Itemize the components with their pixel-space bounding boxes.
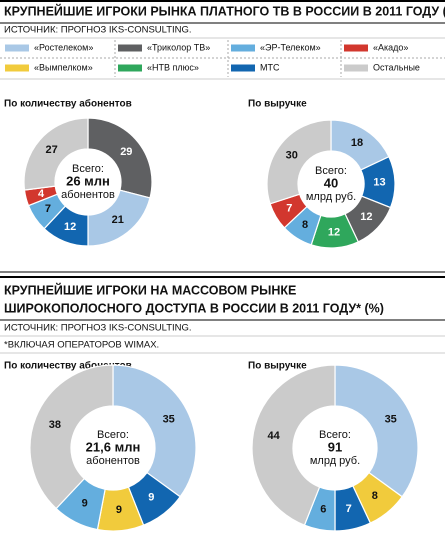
legend-label: Остальные: [373, 62, 420, 72]
section-title: КРУПНЕЙШИЕ ИГРОКИ РЫНКА ПЛАТНОГО ТВ В РО…: [4, 3, 445, 18]
value-label: 8: [302, 219, 308, 231]
center-unit: млрд руб.: [310, 455, 360, 467]
value-label: 35: [163, 414, 175, 426]
center-unit: абонентов: [86, 455, 140, 467]
section-title: КРУПНЕЙШИЕ ИГРОКИ НА МАССОВОМ РЫНКЕ: [4, 282, 296, 297]
center-total: 21,6 млн: [86, 439, 141, 454]
center-total: 40: [324, 175, 338, 190]
source: ИСТОЧНИК: ПРОГНОЗ IKS-CONSULTING.: [4, 25, 192, 36]
value-label: 30: [286, 149, 298, 161]
value-label: 7: [286, 203, 292, 215]
value-label: 12: [328, 226, 340, 238]
legend-label: «Акадо»: [373, 42, 408, 52]
slice: [23, 117, 89, 191]
value-label: 29: [120, 146, 132, 158]
legend-swatch: [118, 44, 142, 52]
slice: [266, 119, 332, 205]
value-label: 9: [116, 504, 122, 516]
value-label: 18: [351, 137, 363, 149]
chart-title: По выручке: [248, 99, 307, 110]
legend-label: «Триколор ТВ»: [147, 42, 210, 52]
source: ИСТОЧНИК: ПРОГНОЗ IKS-CONSULTING.: [4, 323, 192, 334]
value-label: 4: [38, 188, 45, 200]
legend-swatch: [5, 64, 29, 72]
value-label: 7: [45, 203, 51, 215]
center-unit: абонентов: [61, 189, 115, 201]
center-label: Всего:: [72, 163, 104, 175]
slice: [87, 117, 153, 199]
value-label: 9: [82, 498, 88, 510]
value-label: 12: [360, 211, 372, 223]
legend-label: МТС: [260, 62, 280, 72]
chart-title: По выручке: [248, 361, 307, 372]
legend-swatch: [344, 44, 368, 52]
legend-swatch: [231, 64, 255, 72]
legend-label: «НТВ плюс»: [147, 62, 199, 72]
center-unit: млрд руб.: [306, 191, 356, 203]
legend-label: «Вымпелком»: [34, 62, 93, 72]
center-label: Всего:: [315, 165, 347, 177]
value-label: 9: [148, 491, 154, 503]
note: *ВКЛЮЧАЯ ОПЕРАТОРОВ WIMAX.: [4, 340, 159, 351]
value-label: 7: [346, 503, 352, 515]
section-title: ШИРОКОПОЛОСНОГО ДОСТУПА В РОССИИ В 2011 …: [4, 301, 384, 315]
center-total: 91: [328, 439, 342, 454]
value-label: 12: [64, 221, 76, 233]
slice: [251, 364, 336, 526]
value-label: 27: [45, 144, 57, 156]
legend-swatch: [118, 64, 142, 72]
center-label: Всего:: [319, 429, 351, 441]
value-label: 44: [267, 430, 280, 442]
value-label: 38: [49, 419, 61, 431]
legend-swatch: [231, 44, 255, 52]
slice: [29, 364, 114, 510]
center-label: Всего:: [97, 429, 129, 441]
value-label: 21: [112, 214, 124, 226]
slice: [334, 364, 419, 498]
chart-title: По количеству абонентов: [4, 98, 132, 110]
slice: [112, 364, 197, 498]
legend-label: «Ростелеком»: [34, 42, 93, 52]
value-label: 35: [385, 414, 397, 426]
legend-swatch: [344, 64, 368, 72]
legend-swatch: [5, 44, 29, 52]
value-label: 8: [372, 490, 378, 502]
value-label: 13: [373, 176, 385, 188]
legend-label: «ЭР-Телеком»: [260, 42, 321, 52]
value-label: 6: [320, 503, 326, 515]
center-total: 26 млн: [66, 173, 110, 188]
